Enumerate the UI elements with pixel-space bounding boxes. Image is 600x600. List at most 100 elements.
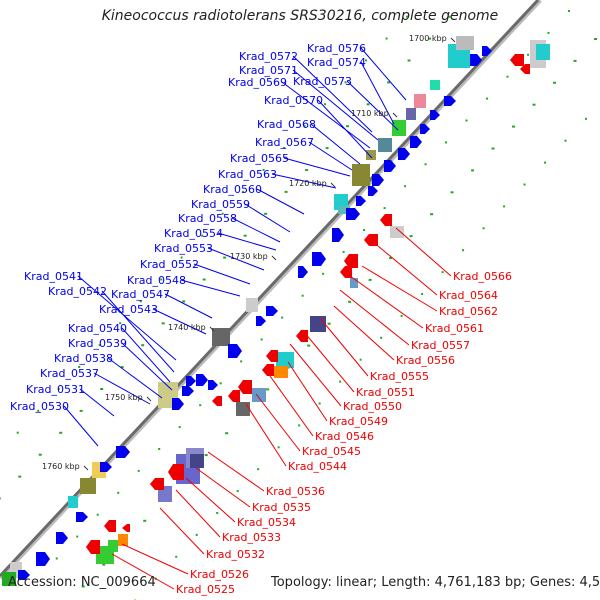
tick-dash <box>380 336 383 339</box>
reverse-gene-arrow <box>380 214 392 226</box>
label-leader-line <box>231 217 281 243</box>
tick-dash <box>266 388 270 391</box>
label-leader-line <box>195 467 251 508</box>
feature-block <box>68 496 78 508</box>
reverse-gene-arrow <box>344 254 358 268</box>
tick-dash <box>428 37 432 40</box>
tick-dash <box>585 117 588 120</box>
tick-dash <box>59 431 63 434</box>
reverse-gene-label: Krad_0555 <box>370 370 429 383</box>
feature-block <box>310 316 326 332</box>
reverse-gene-arrow <box>238 380 252 394</box>
feature-block <box>236 402 250 416</box>
forward-gene-arrow <box>410 136 422 148</box>
tick-dash <box>564 139 567 142</box>
tick-dash <box>236 490 239 493</box>
label-leader-line <box>193 263 251 285</box>
tick-dash <box>305 169 309 171</box>
forward-gene-label: Krad_0540 <box>68 322 127 335</box>
reverse-gene-label: Krad_0557 <box>411 339 470 352</box>
forward-gene-arrow <box>384 160 396 172</box>
label-leader-line <box>395 227 452 277</box>
tick-dash <box>482 227 485 230</box>
reverse-gene-label: Krad_0546 <box>315 430 374 443</box>
tick-dash <box>348 300 352 303</box>
forward-gene-label: Krad_0574 <box>307 56 366 69</box>
forward-gene-label: Krad_0553 <box>154 242 213 255</box>
label-leader-line <box>283 157 351 177</box>
tick-dash <box>346 125 350 128</box>
tick-dash <box>385 37 388 40</box>
forward-gene-arrow <box>430 110 440 120</box>
tick-dash <box>523 183 526 186</box>
tick-dash <box>219 382 222 385</box>
label-leader-line <box>256 188 305 215</box>
forward-gene-arrow <box>186 376 196 386</box>
label-leader-line <box>101 290 175 373</box>
tick-mark <box>330 182 336 188</box>
forward-gene-label: Krad_0568 <box>257 118 316 131</box>
reverse-gene-label: Krad_0525 <box>176 583 235 596</box>
feature-block <box>80 478 96 494</box>
tick-dash <box>225 432 229 435</box>
forward-gene-arrow <box>228 344 242 358</box>
tick-dash <box>175 555 178 558</box>
tick-dash <box>553 81 557 84</box>
forward-gene-arrow <box>332 228 344 242</box>
forward-gene-arrow <box>482 46 492 56</box>
forward-gene-label: Krad_0548 <box>127 274 186 287</box>
tick-dash <box>223 256 227 259</box>
feature-block <box>118 534 128 546</box>
feature-block <box>338 206 350 214</box>
tick-dash <box>257 468 260 471</box>
reverse-gene-arrow <box>212 396 222 406</box>
label-leader-line <box>255 393 301 452</box>
reverse-gene-label: Krad_0564 <box>439 289 498 302</box>
tick-dash <box>430 213 434 216</box>
forward-gene-label: Krad_0543 <box>99 303 158 316</box>
tick-dash <box>143 519 147 522</box>
label-leaders <box>63 47 452 590</box>
forward-gene-label: Krad_0530 <box>10 400 69 413</box>
tick-dash <box>16 431 19 434</box>
tick-dash <box>325 147 329 150</box>
forward-gene-arrow <box>356 196 366 206</box>
tick-dash <box>465 119 468 122</box>
tick-dash <box>324 103 327 106</box>
tick-dash <box>506 75 509 78</box>
reverse-gene-label: Krad_0551 <box>356 386 415 399</box>
label-leader-line <box>346 80 399 131</box>
label-leader-line <box>244 203 291 233</box>
tick-dash <box>421 293 424 295</box>
label-leader-line <box>159 507 205 555</box>
tick-dash <box>18 475 22 478</box>
forward-gene-arrow <box>420 124 430 134</box>
reverse-gene-label: Krad_0533 <box>222 531 281 544</box>
tick-dash <box>424 163 427 166</box>
tick-dash <box>406 15 409 18</box>
tick-dash <box>327 322 331 325</box>
forward-gene-arrow <box>372 174 384 186</box>
tick-dash <box>38 453 42 456</box>
tick-dash <box>262 168 265 171</box>
tick-dash <box>201 234 204 237</box>
label-leader-line <box>207 451 265 492</box>
tick-dash <box>202 278 206 281</box>
forward-gene-arrow <box>36 552 50 566</box>
tick-dash <box>342 250 345 253</box>
tick-dash <box>462 249 465 252</box>
accession-text: Accession: NC_009664 <box>8 575 156 590</box>
tick-dash <box>277 446 280 449</box>
label-leader-line <box>164 293 213 319</box>
tick-dash <box>284 190 288 193</box>
tick-dash <box>409 235 413 238</box>
feature-block <box>108 540 118 552</box>
feature-block <box>276 352 294 368</box>
forward-gene-label: Krad_0559 <box>191 198 250 211</box>
feature-block <box>536 44 550 60</box>
tick-dash <box>532 103 536 106</box>
tick-dash <box>594 38 597 40</box>
tick-dash <box>195 533 198 536</box>
kbp-tick-label: 1760 kbp <box>42 462 80 471</box>
label-leader-line <box>271 173 337 189</box>
